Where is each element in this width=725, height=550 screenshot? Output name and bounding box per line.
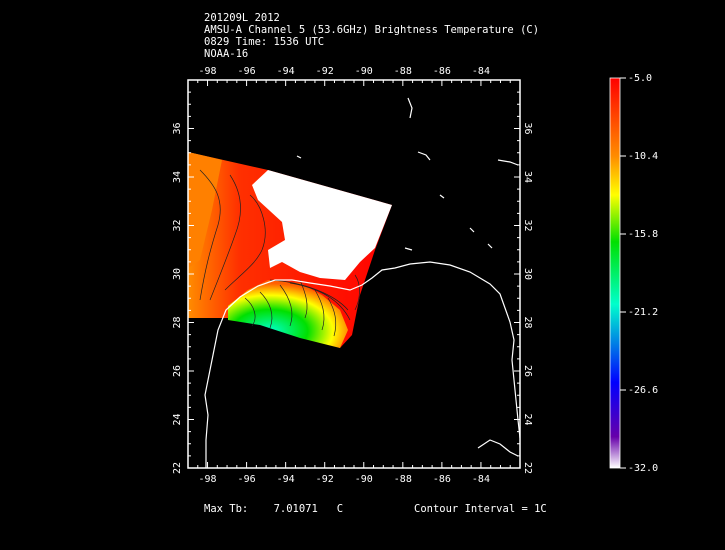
lat-label-right: 34 — [522, 171, 533, 183]
lon-label-top: -96 — [238, 66, 256, 77]
lon-label-bottom: -86 — [433, 474, 451, 485]
lon-label-bottom: -92 — [316, 474, 334, 485]
lat-label-left: 22 — [172, 462, 183, 474]
colorbar — [609, 77, 621, 469]
colorbar-label: -21.2 — [628, 307, 658, 318]
inland-lake-8 — [404, 247, 413, 251]
lat-label-left: 30 — [172, 268, 183, 280]
swath-field — [188, 152, 392, 348]
lon-label-bottom: -94 — [277, 474, 295, 485]
lat-label-right: 24 — [522, 413, 533, 425]
header-satellite: NOAA-16 — [204, 48, 249, 60]
lat-label-right: 26 — [522, 365, 533, 377]
colorbar-labels: -5.0 -10.4 -15.8 -21.2 -26.6 -32.0 — [620, 73, 658, 474]
max-tb-value: 7.01071 — [273, 503, 318, 515]
inland-lake-2 — [417, 151, 431, 161]
inland-lake-1 — [407, 97, 413, 119]
lon-label-bottom: -98 — [198, 474, 216, 485]
header-time: 0829 Time: 1536 UTC — [204, 36, 325, 48]
colorbar-label: -26.6 — [628, 385, 658, 396]
lat-label-left: 28 — [172, 316, 183, 328]
coastline-gulf — [204, 261, 520, 468]
lat-label-right: 30 — [522, 268, 533, 280]
lat-label-right: 22 — [522, 462, 533, 474]
colorbar-label: -5.0 — [628, 73, 652, 84]
lat-label-right: 28 — [522, 316, 533, 328]
swath-orange-region — [188, 152, 222, 268]
lat-label-left: 24 — [172, 413, 183, 425]
coastline-florida-keys — [477, 439, 519, 457]
header-channel: AMSU-A Channel 5 (53.6GHz) Brightness Te… — [204, 24, 540, 36]
lon-label-top: -94 — [277, 66, 295, 77]
lon-label-top: -98 — [198, 66, 216, 77]
lon-label-top: -88 — [394, 66, 412, 77]
no-data-region — [252, 170, 392, 280]
swath-cool-region — [228, 280, 348, 348]
inland-lake-7 — [487, 243, 493, 249]
inland-lake-4 — [469, 227, 475, 233]
lon-label-bottom: -88 — [394, 474, 412, 485]
map-axes: -98 -98 -96 -96 -94 -94 -92 -92 -90 -90 -88 -88 -86 -… — [172, 66, 533, 485]
lon-label-bottom: -90 — [355, 474, 373, 485]
lat-label-left: 36 — [172, 122, 183, 134]
lon-label-top: -90 — [355, 66, 373, 77]
lon-label-top: -92 — [316, 66, 334, 77]
header-block: 201209L 2012 AMSU-A Channel 5 (53.6GHz) … — [204, 12, 539, 60]
inland-lake-3 — [497, 159, 519, 166]
max-tb-label: Max Tb: — [204, 503, 249, 515]
contour-interval: Contour Interval = 1C — [414, 503, 547, 515]
lat-label-right: 36 — [522, 122, 533, 134]
lon-label-top: -86 — [433, 66, 451, 77]
max-tb-row: Max Tb: 7.01071 C — [204, 503, 343, 515]
lon-label-bottom: -84 — [472, 474, 490, 485]
coastline — [204, 97, 520, 468]
max-tb-unit: C — [336, 503, 344, 515]
colorbar-label: -15.8 — [628, 229, 658, 240]
lon-label-top: -84 — [472, 66, 490, 77]
lat-label-left: 34 — [172, 171, 183, 183]
lat-label-right: 32 — [522, 219, 533, 231]
lat-label-left: 26 — [172, 365, 183, 377]
header-storm-id: 201209L 2012 — [204, 12, 280, 24]
lat-label-left: 32 — [172, 219, 183, 231]
contour-lines — [199, 169, 360, 337]
colorbar-label: -32.0 — [628, 463, 658, 474]
colorbar-label: -10.4 — [628, 151, 658, 162]
inland-lake-6 — [296, 155, 302, 159]
lon-label-bottom: -96 — [238, 474, 256, 485]
inland-lake-5 — [439, 194, 445, 199]
